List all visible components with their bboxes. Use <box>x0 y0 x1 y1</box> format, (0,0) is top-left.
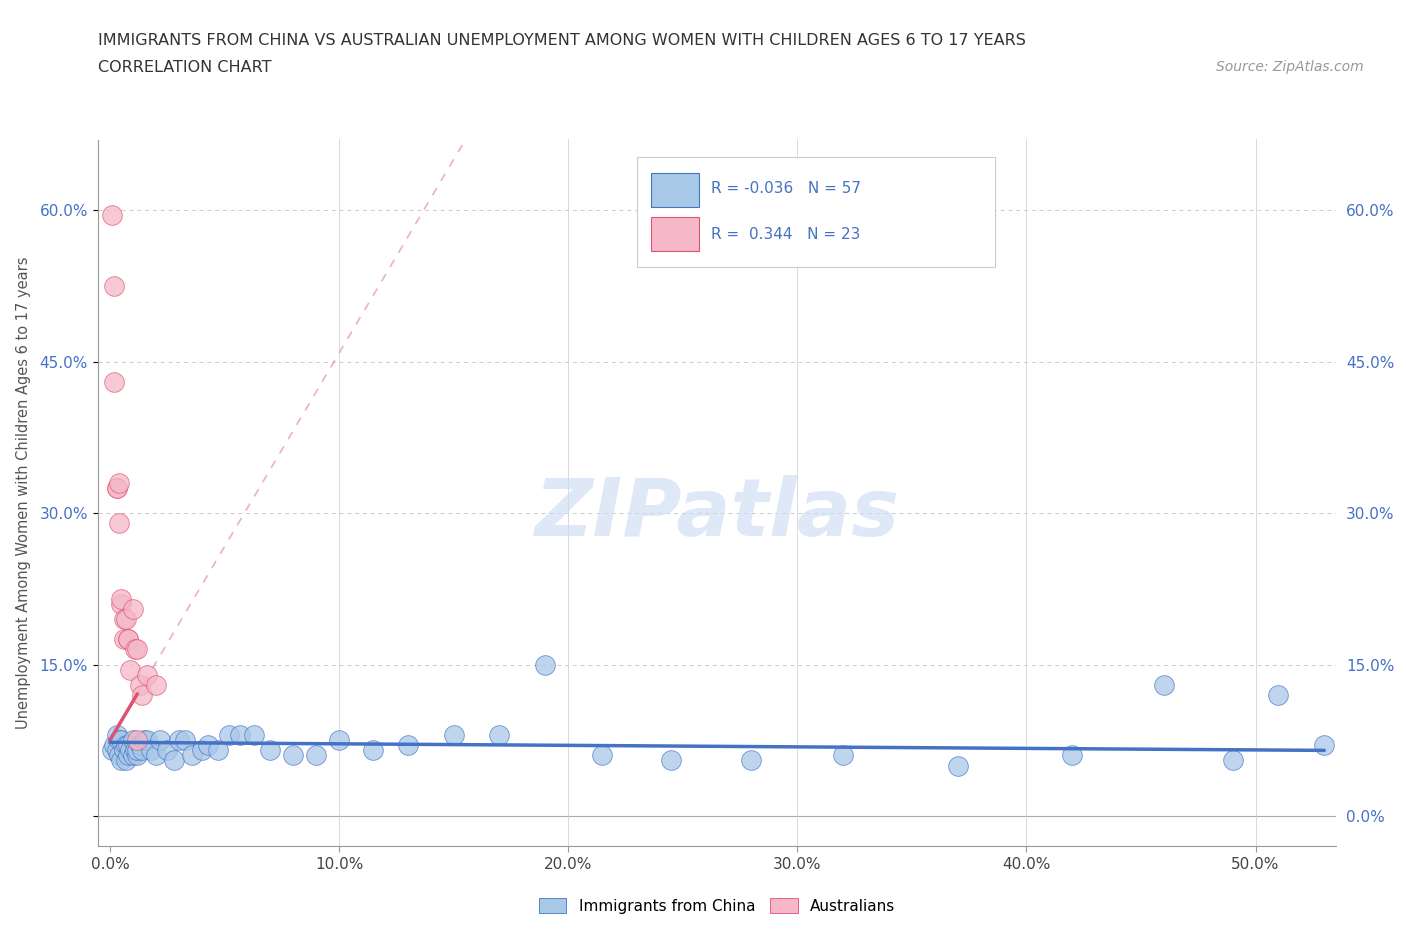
Point <box>120 743 142 758</box>
Point <box>105 743 128 758</box>
Point <box>128 737 150 752</box>
Point <box>167 733 190 748</box>
Point <box>124 642 146 657</box>
Text: IMMIGRANTS FROM CHINA VS AUSTRALIAN UNEMPLOYMENT AMONG WOMEN WITH CHILDREN AGES : IMMIGRANTS FROM CHINA VS AUSTRALIAN UNEM… <box>98 33 1026 47</box>
Point <box>103 278 125 293</box>
Point <box>110 591 132 606</box>
Point <box>145 677 167 692</box>
Point <box>174 733 197 748</box>
Point <box>190 743 212 758</box>
Point <box>117 631 139 646</box>
Point <box>229 728 252 743</box>
Point <box>127 642 149 657</box>
Point <box>131 743 153 758</box>
Point <box>127 733 149 748</box>
Point <box>115 737 138 752</box>
Point <box>328 733 350 748</box>
Point <box>197 737 219 752</box>
Point <box>115 753 138 768</box>
Point <box>117 737 139 752</box>
Text: CORRELATION CHART: CORRELATION CHART <box>98 60 271 75</box>
Point <box>1153 677 1175 692</box>
Point <box>112 612 135 627</box>
Point <box>108 516 131 531</box>
Point <box>156 743 179 758</box>
Point <box>103 375 125 390</box>
Point <box>363 743 385 758</box>
Point <box>207 743 229 758</box>
Bar <box>651 173 699 206</box>
Point <box>103 737 125 752</box>
Point <box>592 748 614 763</box>
Point <box>120 662 142 677</box>
Point <box>259 743 281 758</box>
Point <box>115 612 138 627</box>
FancyBboxPatch shape <box>637 157 995 267</box>
Point <box>1062 748 1084 763</box>
Point <box>110 753 132 768</box>
Point <box>139 743 162 758</box>
Point <box>117 631 139 646</box>
Point <box>127 743 149 758</box>
Point <box>128 677 150 692</box>
Point <box>1313 737 1336 752</box>
Point <box>121 602 143 617</box>
Point <box>110 596 132 611</box>
Point <box>134 733 156 748</box>
Point <box>108 733 131 748</box>
Point <box>108 475 131 490</box>
Point <box>1267 687 1289 702</box>
Text: R = -0.036   N = 57: R = -0.036 N = 57 <box>711 181 860 196</box>
Point <box>396 737 419 752</box>
Point <box>135 667 157 682</box>
Point <box>163 753 186 768</box>
Point <box>181 748 204 763</box>
Point <box>105 481 128 496</box>
Legend: Immigrants from China, Australians: Immigrants from China, Australians <box>533 892 901 920</box>
Bar <box>651 218 699 251</box>
Point <box>243 728 266 743</box>
Point <box>127 748 149 763</box>
Text: ZIPatlas: ZIPatlas <box>534 475 900 553</box>
Text: R =  0.344   N = 23: R = 0.344 N = 23 <box>711 227 860 242</box>
Point <box>131 687 153 702</box>
Point <box>101 743 124 758</box>
Y-axis label: Unemployment Among Women with Children Ages 6 to 17 years: Unemployment Among Women with Children A… <box>17 257 31 729</box>
Point <box>218 728 240 743</box>
Point <box>105 481 128 496</box>
Point <box>832 748 855 763</box>
Point <box>117 748 139 763</box>
Point <box>283 748 305 763</box>
Point <box>135 733 157 748</box>
Point <box>1222 753 1244 768</box>
Point <box>305 748 328 763</box>
Point <box>121 733 143 748</box>
Point <box>110 733 132 748</box>
Point <box>108 748 131 763</box>
Point <box>149 733 172 748</box>
Point <box>488 728 510 743</box>
Point <box>112 743 135 758</box>
Point <box>105 728 128 743</box>
Point <box>659 753 682 768</box>
Point <box>443 728 465 743</box>
Point <box>101 207 124 222</box>
Point <box>124 743 146 758</box>
Point <box>740 753 762 768</box>
Point <box>534 658 557 672</box>
Point <box>946 758 969 773</box>
Point <box>121 748 143 763</box>
Text: Source: ZipAtlas.com: Source: ZipAtlas.com <box>1216 60 1364 74</box>
Point <box>112 631 135 646</box>
Point <box>145 748 167 763</box>
